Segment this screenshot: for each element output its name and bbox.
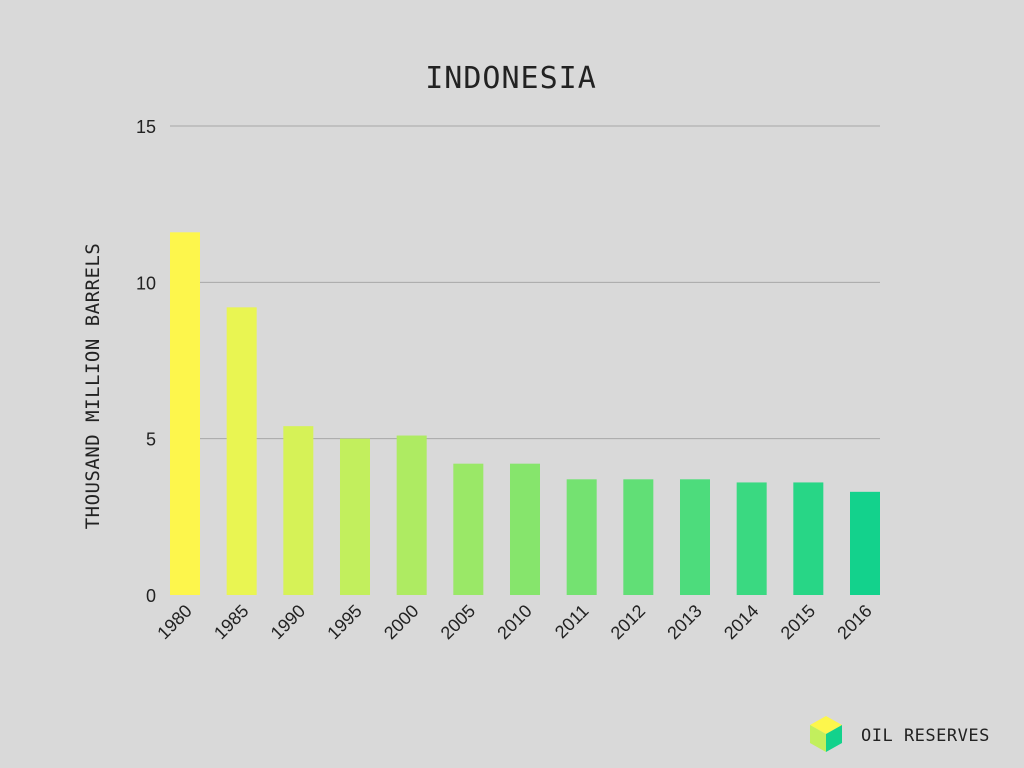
bar-2005: [453, 463, 484, 595]
x-tick-label-1990: 1990: [267, 601, 309, 643]
bar-1995: [340, 438, 370, 595]
x-tick-label-2013: 2013: [663, 601, 705, 643]
y-tick-labels: 0 5 10 15: [136, 117, 156, 606]
x-tick-label-2005: 2005: [437, 601, 479, 643]
badge-label: OIL RESERVES: [861, 726, 990, 746]
x-tick-label-2014: 2014: [720, 601, 762, 643]
chart-title: INDONESIA: [425, 61, 597, 96]
bars: [170, 232, 880, 595]
bar-2015: [793, 482, 824, 595]
bar-2013: [680, 479, 710, 595]
bar-1980: [170, 232, 200, 595]
y-tick-label: 10: [136, 273, 156, 293]
x-tick-label-1995: 1995: [323, 601, 365, 643]
x-tick-label-2015: 2015: [777, 601, 819, 643]
bar-1985: [226, 307, 257, 595]
gridlines: [170, 125, 880, 440]
bar-2000: [396, 435, 427, 595]
bar-2011: [566, 479, 597, 595]
oil-reserves-badge: OIL RESERVES: [810, 716, 990, 752]
bar-2016: [850, 491, 880, 595]
y-axis-label: THOUSAND MILLION BARRELS: [82, 243, 104, 530]
y-tick-label: 15: [136, 117, 156, 137]
y-tick-label: 0: [146, 586, 156, 606]
cube-icon: [810, 716, 842, 752]
x-tick-label-1985: 1985: [210, 601, 252, 643]
y-tick-label: 5: [146, 430, 156, 450]
x-tick-label-2000: 2000: [380, 601, 422, 643]
x-tick-label-2011: 2011: [551, 601, 593, 643]
bar-1990: [283, 426, 314, 595]
x-tick-label-2012: 2012: [607, 601, 649, 643]
x-tick-label-1980: 1980: [153, 601, 195, 643]
bar-2010: [510, 463, 540, 595]
bar-2014: [736, 482, 767, 595]
x-tick-label-2016: 2016: [833, 601, 875, 643]
x-tick-label-2010: 2010: [493, 601, 535, 643]
bar-2012: [623, 479, 654, 595]
x-tick-labels: 1980 1985 1990 1995 2000 2005 2010 2011 2012 2013…: [153, 601, 875, 643]
